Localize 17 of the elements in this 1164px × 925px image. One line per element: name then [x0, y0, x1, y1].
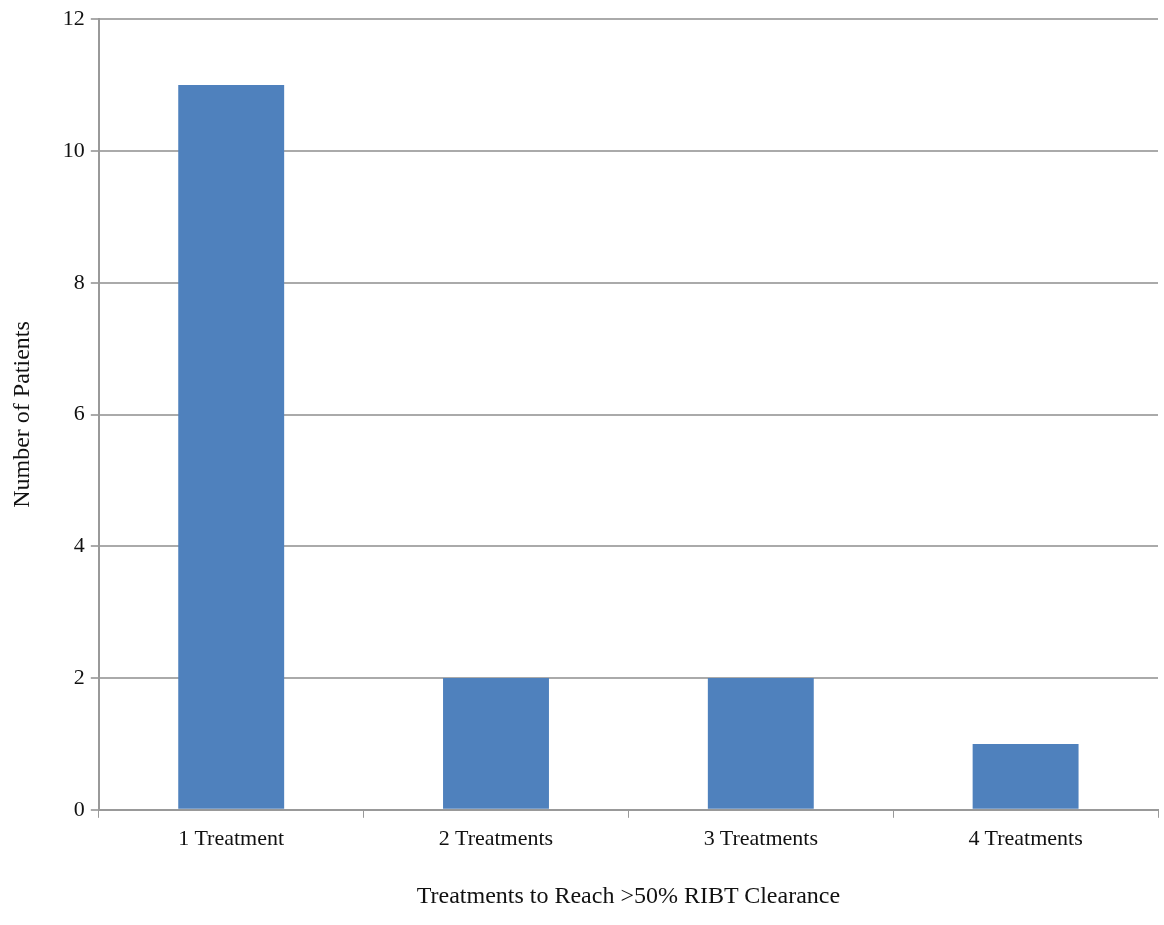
- y-tick-label: 12: [62, 4, 85, 30]
- bar: [707, 678, 814, 809]
- x-tick-label: 2 Treatments: [438, 824, 554, 850]
- bar: [972, 743, 1079, 809]
- y-tick-label: 0: [73, 795, 85, 821]
- y-tick-label: 8: [73, 268, 85, 294]
- bar: [178, 85, 285, 809]
- y-axis-title: Number of Patients: [7, 321, 34, 508]
- x-tick-label: 4 Treatments: [968, 824, 1083, 850]
- y-tick-label: 4: [73, 532, 85, 558]
- x-tick-label: 3 Treatments: [703, 824, 818, 850]
- y-tick-label: 10: [62, 136, 85, 162]
- x-tick-label: 1 Treatment: [178, 824, 285, 850]
- y-tick-label: 6: [73, 400, 85, 426]
- y-tick-label: 2: [73, 663, 85, 689]
- bar: [443, 678, 549, 809]
- x-axis-title: Treatments to Reach >50% RIBT Clearance: [416, 881, 841, 908]
